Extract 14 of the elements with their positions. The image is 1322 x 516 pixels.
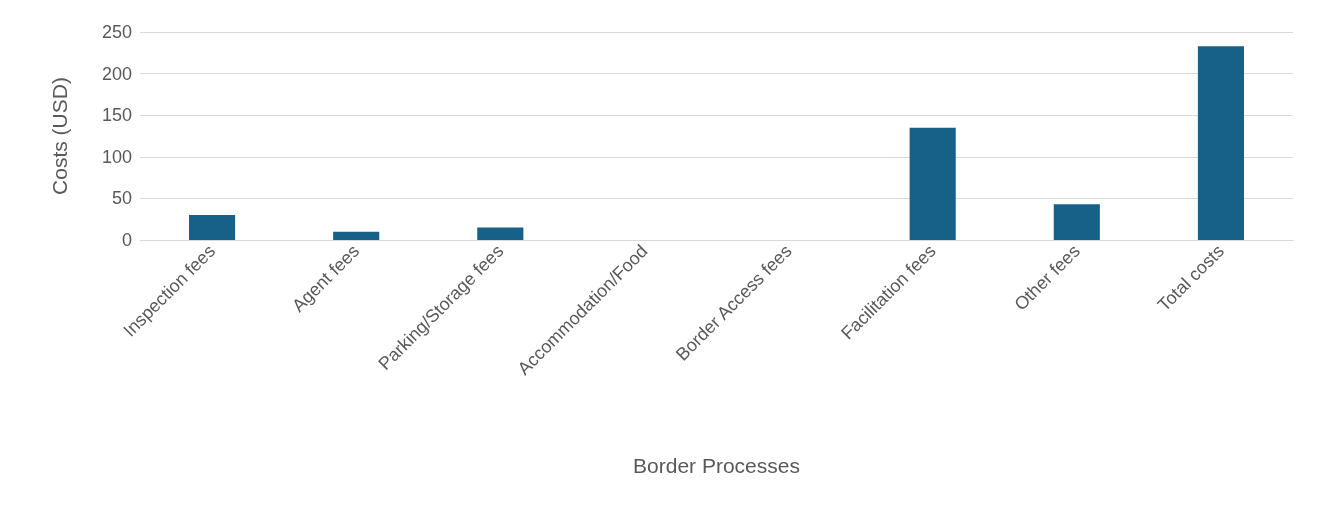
bar xyxy=(1197,46,1244,240)
y-tick-label: 0 xyxy=(121,230,132,250)
y-tick-label: 250 xyxy=(101,22,132,42)
y-tick-label: 50 xyxy=(111,188,132,209)
y-axis-title: Costs (USD) xyxy=(48,77,71,195)
bar xyxy=(1053,204,1100,240)
y-tick-label: 100 xyxy=(101,146,132,167)
x-axis-title: Border Processes xyxy=(633,454,800,477)
y-tick-label: 200 xyxy=(101,63,132,84)
bar xyxy=(909,127,956,240)
bar xyxy=(189,215,236,240)
y-tick-label: 150 xyxy=(101,105,132,126)
bar xyxy=(477,227,524,240)
bar xyxy=(333,231,380,240)
